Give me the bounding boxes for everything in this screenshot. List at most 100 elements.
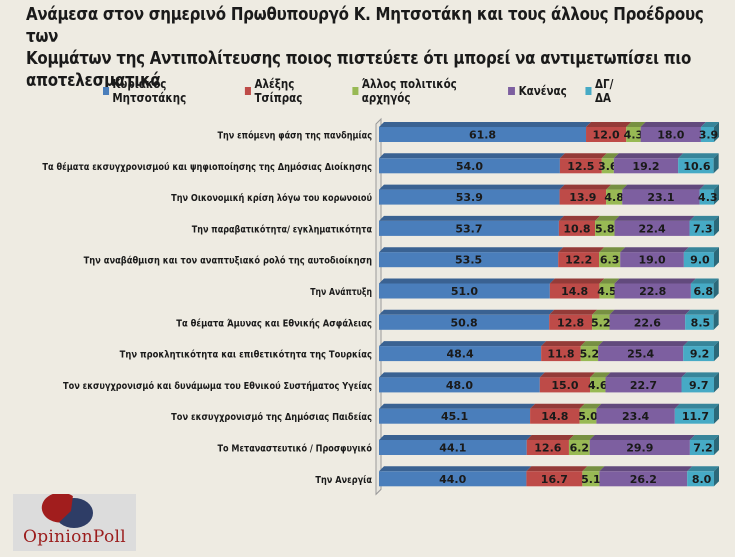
data-label: 44.0 xyxy=(439,473,466,486)
bar-segment xyxy=(699,189,714,205)
bar-segment-top xyxy=(613,153,684,159)
data-label: 3.6 xyxy=(598,160,618,173)
legend-swatch xyxy=(103,87,109,95)
axis-wall-edge xyxy=(375,488,382,495)
bar-segment xyxy=(592,314,610,330)
legend-label: Άλλος πολιτικός αρχηγός xyxy=(361,77,457,105)
bar-segment xyxy=(558,220,596,236)
category-label: Τον εκσυγχρονισμό και δυνάμωμα του Εθνικ… xyxy=(63,380,372,392)
bar-segment-top xyxy=(683,247,719,253)
bar-segment xyxy=(590,377,606,393)
legend-swatch xyxy=(245,87,252,95)
bar-segment-top xyxy=(379,309,555,315)
data-label: 14.8 xyxy=(561,285,588,298)
bar-segment-top xyxy=(626,122,646,127)
bar-segment-top xyxy=(678,153,719,159)
category-label: Την Ανεργία xyxy=(315,474,372,486)
bar-segment xyxy=(589,440,690,455)
bar-segment-top xyxy=(700,122,719,127)
data-label: 29.9 xyxy=(626,442,653,455)
data-label: 13.9 xyxy=(569,191,596,204)
data-label: 44.1 xyxy=(439,442,466,455)
data-label: 53.5 xyxy=(455,254,482,267)
data-label: 5.0 xyxy=(578,410,598,423)
bar-segment xyxy=(379,408,531,424)
bar-segment xyxy=(601,158,614,174)
bar-segment xyxy=(689,220,714,236)
data-label: 4.5 xyxy=(597,285,617,298)
bar-segment xyxy=(582,471,600,487)
bar-segment xyxy=(678,158,714,174)
bar-segment-top xyxy=(580,341,604,347)
legend-item-mitsotakis: Κυριάκος Μητσοτάκης xyxy=(103,77,226,105)
data-label: 22.7 xyxy=(630,379,657,392)
bar-segment xyxy=(559,189,607,205)
legend-label: ΔΓ/ ΔΑ xyxy=(595,77,614,105)
bar-segment xyxy=(568,440,590,455)
bar-segment-top xyxy=(558,215,601,221)
bar-segment-top xyxy=(687,466,719,472)
bar-segment-top xyxy=(579,403,602,409)
data-label: 14.8 xyxy=(541,410,568,423)
bar-segment-side xyxy=(714,435,719,455)
data-label: 15.0 xyxy=(551,379,578,392)
bar-segment-side xyxy=(713,309,719,330)
bar-segment xyxy=(685,314,714,330)
bar-segment xyxy=(599,252,621,268)
data-label: 9.7 xyxy=(689,379,709,392)
logo-text: OpinionPoll xyxy=(23,527,126,547)
opinionpoll-logo: OpinionPoll xyxy=(13,494,136,551)
bar-segment xyxy=(620,252,684,268)
bar-segment-top xyxy=(599,466,693,472)
legend-item-other-leader: Άλλος πολιτικός αρχηγός xyxy=(352,77,489,105)
bar-segment-side xyxy=(713,278,719,299)
bar-segment xyxy=(580,346,599,362)
data-label: 61.8 xyxy=(469,129,496,142)
bar-segment xyxy=(549,283,600,299)
bar-segment xyxy=(690,283,714,299)
bar-segment-side xyxy=(714,247,719,268)
axis-wall xyxy=(375,117,382,496)
bar-segment-top xyxy=(379,122,592,127)
bar-segment xyxy=(598,346,684,362)
bar-segment-top xyxy=(586,122,632,127)
bar-segment xyxy=(559,158,602,174)
legend-label: Κυριάκος Μητσοτάκης xyxy=(112,77,187,105)
bar-segment xyxy=(530,408,580,424)
data-label: 8.0 xyxy=(692,473,712,486)
category-label: Την Οικονομική κρίση λόγω του κορωνοιού xyxy=(171,192,372,204)
bar-segment xyxy=(379,283,550,299)
data-label: 23.1 xyxy=(647,191,674,204)
bar-segment-top xyxy=(559,184,612,190)
data-label: 6.2 xyxy=(570,442,590,455)
chart-title: Ανάμεσα στον σημερινό Πρωθυπουργό Κ. Μητ… xyxy=(26,4,714,92)
data-label: 25.4 xyxy=(627,348,654,361)
legend-swatch xyxy=(585,87,592,95)
bar-segment-top xyxy=(689,215,719,221)
bar-segment-top xyxy=(379,184,565,190)
data-label: 10.6 xyxy=(683,160,710,173)
bar-segment-top xyxy=(379,341,547,347)
bar-segment-top xyxy=(379,215,564,221)
legend-swatch xyxy=(352,87,359,95)
data-label: 3.9 xyxy=(699,129,719,142)
data-label: 22.8 xyxy=(639,285,666,298)
bar-segment xyxy=(539,377,591,393)
bar-segment xyxy=(674,408,714,424)
data-label: 11.8 xyxy=(547,348,574,361)
bar-segment xyxy=(379,471,527,487)
bar-segment xyxy=(379,220,559,236)
bar-segment-side xyxy=(714,122,719,142)
bar-segment-top xyxy=(614,278,696,284)
title-line: αποτελεσματικά xyxy=(26,71,161,91)
data-label: 11.7 xyxy=(682,410,709,423)
data-label: 16.7 xyxy=(541,473,568,486)
category-label: Την αναβάθμιση και τον αναπτυξιακό ρολό … xyxy=(84,255,372,267)
bar-segment-top xyxy=(681,372,719,378)
bar-segment-top xyxy=(539,372,596,378)
data-label: 53.9 xyxy=(456,191,483,204)
bar-segment-top xyxy=(683,341,719,347)
bar-segment-top xyxy=(690,278,719,284)
data-label: 54.0 xyxy=(456,160,483,173)
